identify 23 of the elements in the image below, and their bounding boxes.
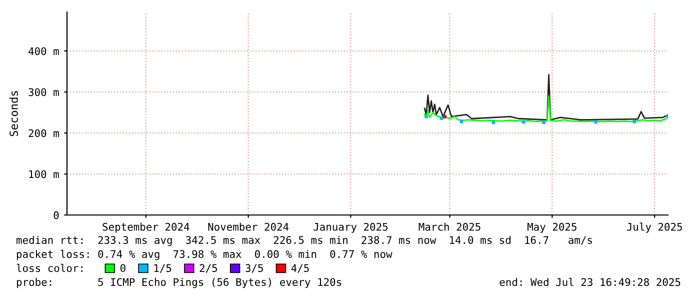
text: probe: 5 ICMP Echo Pings (56 Bytes) every 120s	[16, 278, 342, 288]
text: median rtt: 233.3 ms avg 342.5 ms max 226.5 ms min 238.7 ms now 14.0 ms sd 16.7 am/s	[16, 236, 592, 246]
line-series	[424, 74, 668, 121]
text: packet loss: 0.74 % avg 73.98 % max 0.00 % min 0.77 % now	[16, 250, 392, 260]
x-tick-label: November 2024	[208, 222, 289, 231]
legend-label: 2/5	[200, 264, 218, 273]
legend-label: 3/5	[246, 264, 263, 273]
x-tick-label: March 2025	[418, 222, 480, 231]
x-tick-label: July 2025	[626, 222, 682, 233]
x-tick-label: January 2025	[314, 222, 388, 233]
y-tick-label: 300 m	[28, 88, 59, 96]
y-tick-label: 400 m	[28, 47, 59, 56]
x-tick-label: May 2025	[528, 222, 576, 233]
legend-title: loss color:	[16, 264, 82, 272]
y-axis-title: Seconds	[9, 91, 18, 136]
legend-label: 1/5	[154, 264, 172, 273]
text: end: Wed Jul 23 16:49:28 2025	[500, 278, 680, 286]
y-tick-label: 100 m	[29, 170, 59, 178]
y-tick-label: 0	[54, 211, 59, 220]
x-tick-label: September 2024	[102, 222, 190, 233]
y-tick-label: 200 m	[28, 129, 59, 138]
legend-label: 4/5	[291, 264, 309, 273]
legend-label: 0	[120, 264, 126, 272]
